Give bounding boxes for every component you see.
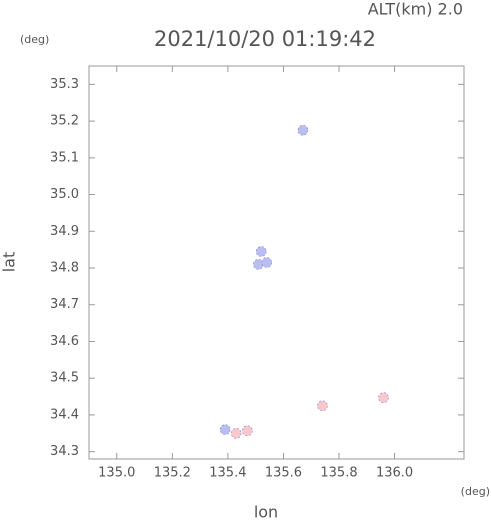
chart-subtitle: ALT(km) 2.0 [368, 0, 463, 19]
x-tick-label: 135.2 [154, 466, 191, 481]
y-tick-label: 34.7 [50, 297, 79, 312]
y-tick-label: 34.4 [50, 407, 79, 422]
x-tick-label: 135.4 [209, 466, 246, 481]
x-tick-label: 135.6 [265, 466, 302, 481]
plot-frame [88, 65, 465, 460]
y-tick-label: 35.2 [50, 114, 79, 129]
y-unit: (deg) [20, 33, 49, 46]
y-tick-label: 35.0 [50, 187, 79, 202]
y-tick-label: 35.1 [50, 150, 79, 165]
y-tick-label: 35.3 [50, 77, 79, 92]
echo-point [230, 427, 242, 439]
y-tick-label: 34.9 [50, 224, 79, 239]
echo-point [255, 246, 267, 257]
x-tick-label: 135.0 [98, 466, 135, 481]
echo-point [242, 425, 253, 437]
y-tick-label: 34.5 [50, 371, 79, 386]
y-tick-label: 34.6 [50, 334, 79, 349]
x-tick-label: 135.8 [320, 466, 357, 481]
x-axis-label: lon [254, 503, 278, 521]
echo-point [261, 257, 273, 268]
y-axis-label: lat [0, 252, 19, 273]
y-tick-label: 34.8 [50, 261, 79, 276]
echo-point [297, 124, 309, 136]
echo-point [378, 392, 389, 403]
echo-point [317, 400, 328, 412]
echo-point [219, 424, 231, 435]
x-unit: (deg) [461, 485, 490, 498]
chart-title: 2021/10/20 01:19:42 [154, 27, 376, 51]
y-tick-label: 34.3 [50, 444, 79, 459]
x-tick-label: 136.0 [376, 466, 413, 481]
